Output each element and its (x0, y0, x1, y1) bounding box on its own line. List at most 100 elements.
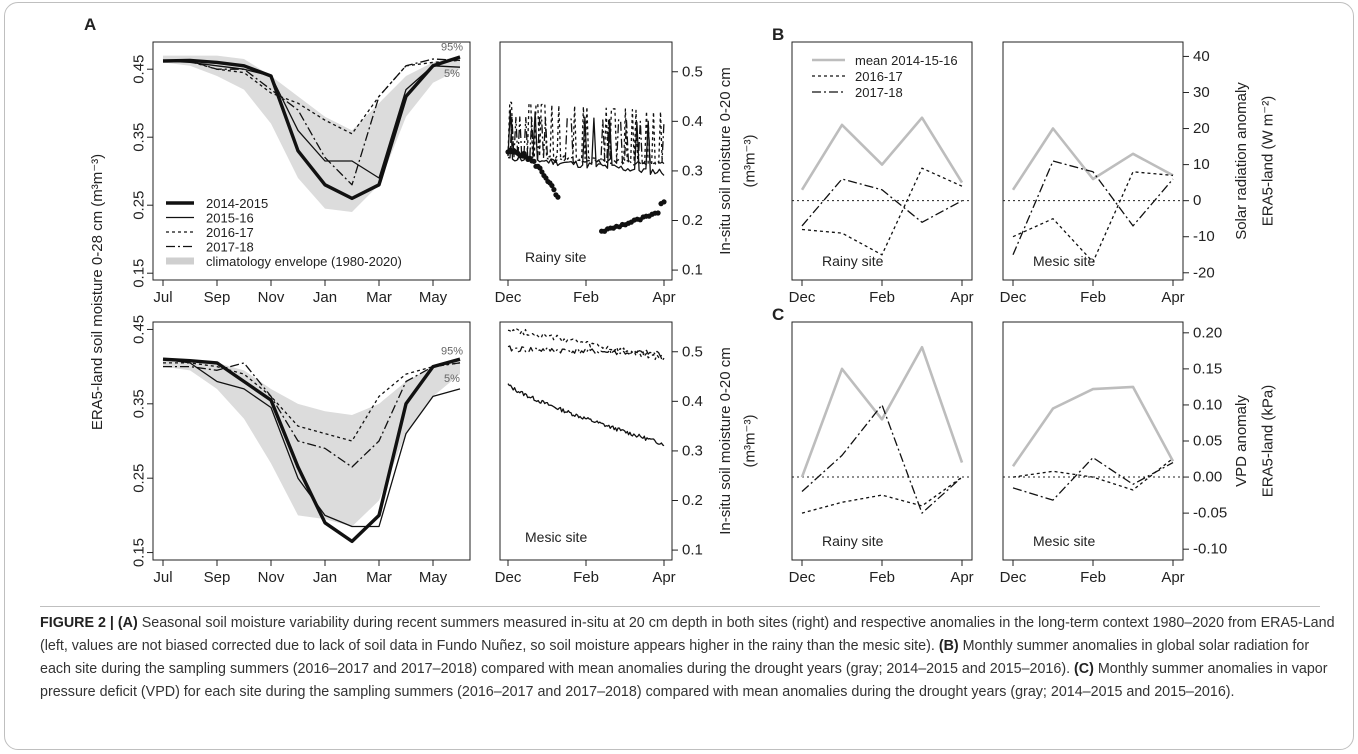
solar-x-tick-label: Apr (950, 289, 973, 306)
insitu-rainy-point-2014-15 (551, 187, 557, 193)
era5-y-tick-label: 0.45 (131, 315, 148, 344)
vpd-y-tick-label: 0.00 (1193, 469, 1222, 486)
vpd-x-tick-label: Dec (1000, 569, 1027, 586)
era5-x-tick-label: Jan (313, 569, 337, 586)
solar-mesic-series-mean 2014-15-16 (1011, 127, 1174, 191)
solar-y-tick-label: -10 (1193, 228, 1215, 245)
vpd-mesic-series-2016-17 (1012, 457, 1174, 491)
solar-rainy-series-mean 2014-15-16 (800, 116, 964, 191)
era5-y-tick-label: 0.15 (131, 259, 148, 288)
era5-y-tick-label: 0.25 (131, 464, 148, 493)
era5-x-tick-label: Mar (366, 289, 392, 306)
vpd-y-axis-title: VPD anomaly (1233, 395, 1250, 487)
vpd-y-tick-label: -0.10 (1193, 541, 1227, 558)
vpd-y-axis-title-2: ERA5-land (kPa) (1259, 385, 1276, 498)
era5-series-2014-2015 (162, 55, 461, 201)
vpd-rainy-series-2017-18 (801, 404, 963, 514)
vpd-x-tick-label: Apr (950, 569, 973, 586)
insitu-y-tick-label: 0.4 (682, 113, 703, 130)
legend-label: 2014-2015 (206, 196, 268, 211)
vpd-x-tick-label: Feb (869, 569, 895, 586)
vpd-rainy-series-mean 2014-15-16 (800, 345, 964, 478)
insitu-x-tick-label: Apr (652, 289, 675, 306)
caption-lead: FIGURE 2 | (40, 615, 114, 631)
insitu-mesic-series-2017-18 (507, 345, 665, 358)
era5-series-2015-16 (162, 60, 461, 179)
solar-x-tick-label: Apr (1161, 289, 1184, 306)
solar-y-tick-label: 10 (1193, 156, 1210, 173)
era5-x-tick-label: May (419, 289, 448, 306)
vpd-y-tick-label: 0.10 (1193, 396, 1222, 413)
insitu-y-tick-label: 0.3 (682, 162, 703, 179)
envelope-95-label: 95% (441, 41, 463, 53)
caption-b-text: Monthly summer anomalies in global solar… (40, 638, 1310, 677)
solar-y-tick-label: -20 (1193, 264, 1215, 281)
vpd-x-tick-label: Apr (1161, 569, 1184, 586)
solar-mesic-series-2016-17 (1012, 171, 1174, 263)
insitu-mesic-series-2015-16 (507, 383, 665, 447)
vpd-y-tick-label: -0.05 (1193, 505, 1227, 522)
legend-label: 2017-18 (206, 240, 254, 255)
solar-legend-label: 2017-18 (855, 85, 903, 100)
era5-y-tick-label: 0.15 (131, 538, 148, 567)
panel-a-label: A (84, 15, 96, 34)
panel-c-label: C (772, 305, 784, 324)
envelope-5-label: 5% (444, 373, 460, 385)
insitu-y-axis-unit: (m³m⁻³) (741, 415, 758, 468)
era5-series-2017-18 (163, 58, 461, 186)
solar-rainy-site-label: Rainy site (822, 253, 884, 269)
solar-legend-label: 2016-17 (855, 69, 903, 84)
insitu-rainy-point-2014-15 (531, 158, 537, 164)
vpd-mesic-series-mean 2014-15-16 (1011, 385, 1175, 467)
insitu-rainy-point-2015-16 (661, 199, 667, 205)
insitu-y-tick-label: 0.2 (682, 212, 703, 229)
insitu-y-tick-label: 0.2 (682, 492, 703, 509)
insitu-y-tick-label: 0.3 (682, 442, 703, 459)
envelope-5-label: 5% (444, 68, 460, 80)
insitu-x-tick-label: Dec (495, 569, 522, 586)
insitu-rainy-series-2015-16 (507, 109, 665, 176)
vpd-rainy-frame (791, 321, 973, 561)
solar-rainy-series-2016-17 (801, 167, 963, 256)
insitu-mesic-site-label: Mesic site (525, 529, 587, 545)
solar-y-tick-label: 40 (1193, 48, 1210, 65)
insitu-rainy-site-label: Rainy site (525, 249, 587, 265)
caption-a-tag: (A) (117, 615, 138, 631)
figure-2-chart: 0.15 0.25 0.35 0.45 Jul Sep Nov Jan Mar May 95% 5% 0… (84, 15, 1276, 586)
insitu-rainy-point-2015-16 (655, 210, 661, 216)
era5-series-2015-16 (162, 358, 461, 528)
solar-x-tick-label: Feb (1080, 289, 1106, 306)
era5-x-tick-label: May (419, 569, 448, 586)
vpd-rainy-site-label: Rainy site (822, 533, 884, 549)
solar-mesic-series-2017-18 (1012, 160, 1174, 256)
solar-x-tick-label: Feb (869, 289, 895, 306)
era5-y-tick-label: 0.35 (131, 123, 148, 152)
era5-y-axis-title: ERA5-land soil moisture 0-28 cm (m³m⁻³) (89, 154, 106, 430)
era5-x-tick-label: Mar (366, 569, 392, 586)
solar-y-tick-label: 0 (1193, 192, 1201, 209)
era5-x-tick-label: Jan (313, 289, 337, 306)
solar-y-tick-label: 20 (1193, 120, 1210, 137)
insitu-y-tick-label: 0.5 (682, 343, 703, 360)
era5-panel-frame (152, 321, 471, 561)
insitu-x-tick-label: Apr (652, 569, 675, 586)
panel-b-label: B (772, 25, 784, 44)
era5-panel-frame (152, 41, 471, 281)
vpd-y-tick-label: 0.05 (1193, 433, 1222, 450)
figure-frame (4, 2, 1354, 750)
insitu-rainy-point-2014-15 (537, 165, 543, 171)
legend-label: 2015-16 (206, 211, 254, 226)
era5-x-tick-label: Nov (258, 569, 285, 586)
era5-x-tick-label: Sep (204, 289, 231, 306)
solar-x-tick-label: Dec (789, 289, 816, 306)
insitu-y-tick-label: 0.4 (682, 393, 703, 410)
era5-series-2016-17 (163, 362, 461, 442)
vpd-y-tick-label: 0.20 (1193, 324, 1222, 341)
vpd-mesic-series-2017-18 (1012, 456, 1174, 501)
solar-rainy-series-2017-18 (801, 178, 963, 227)
era5-series-2016-17 (162, 59, 461, 135)
caption-a-text: Seasonal soil moisture variability durin… (40, 615, 1335, 654)
insitu-rainy-series-2016-17 (507, 101, 665, 166)
insitu-x-tick-label: Feb (573, 569, 599, 586)
insitu-y-axis-unit: (m³m⁻³) (741, 135, 758, 188)
